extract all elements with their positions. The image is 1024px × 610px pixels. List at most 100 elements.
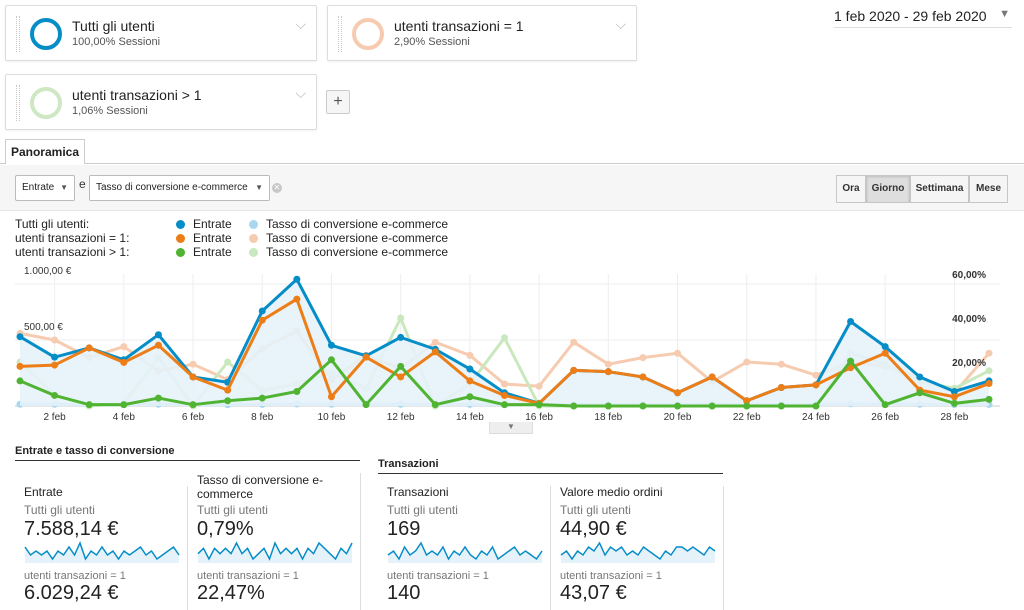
data-point-1-22 [777,384,785,392]
data-point-0-1 [51,353,59,361]
sparkline [24,540,180,563]
data-point-1-24 [847,364,855,372]
data-point-2-27 [950,399,958,407]
data-point-1-8 [293,295,301,303]
data-point-4-28 [985,349,993,357]
data-point-5-11 [397,314,405,322]
clear-metric-icon[interactable]: ✕ [272,183,282,193]
granularity-hour-button[interactable]: Ora [836,175,866,203]
x-tick-label: 16 feb [525,412,553,422]
data-point-4-18 [639,354,647,362]
data-point-1-10 [362,353,370,361]
data-point-4-17 [604,360,612,368]
data-point-2-5 [189,401,197,409]
data-point-2-10 [362,401,370,409]
chevron-down-icon[interactable]: ⌵ [295,16,306,32]
data-point-1-11 [397,373,405,381]
card-divider [187,486,188,610]
data-point-2-16 [570,402,578,410]
data-point-4-15 [535,382,543,390]
y-left-tick-label: 500,00 € [24,322,63,333]
x-tick-label: 18 feb [594,412,622,422]
data-point-0-24 [847,318,855,326]
data-point-1-1 [51,361,59,369]
chevron-down-icon[interactable]: ⌵ [295,85,306,101]
data-point-1-12 [431,348,439,356]
chevron-down-icon[interactable]: ⌵ [615,16,626,32]
data-point-0-27 [950,387,958,395]
data-point-0-9 [327,341,335,349]
metric-card-revenue[interactable]: Entrate Tutti gli utenti 7.588,14 € uten… [24,485,180,605]
segment-color-ring-icon [352,18,384,50]
segment-sessions: 2,90% Sessioni [394,36,470,48]
sparkline [560,541,716,563]
data-point-1-7 [258,316,266,324]
metric-card-conversion-rate[interactable]: Tasso di conversione e-commerce Tutti gl… [197,473,353,605]
segment-color-ring-icon [30,87,62,119]
metric-name: Tasso di conversione e-commerce [197,473,324,501]
data-point-2-4 [154,394,162,402]
granularity-month-button[interactable]: Mese [969,175,1008,203]
data-point-2-18 [639,402,647,410]
primary-metric-select[interactable]: Entrate ▼ [15,175,75,201]
data-point-2-24 [847,357,855,365]
tab-bar-divider [0,163,1024,164]
data-point-2-22 [777,402,785,410]
metric-segment-label: Tutti gli utenti [560,503,631,517]
legend-dot-icon [249,234,258,243]
metric-card-avg-order-value[interactable]: Valore medio ordini Tutti gli utenti 44,… [560,485,716,605]
legend-metric-label: Entrate [193,231,232,245]
data-point-2-25 [881,401,889,409]
sparkline-area [198,543,352,563]
x-tick-label: 2 feb [43,412,66,422]
data-point-1-19 [674,389,682,397]
data-point-1-0 [16,362,24,370]
date-range-picker[interactable]: 1 feb 2020 - 29 feb 2020 ▼ [834,4,1012,28]
data-point-5-6 [224,358,232,366]
legend-metric-label: Entrate [193,245,232,259]
section-title-revenue: Entrate e tasso di conversione [15,445,360,461]
metric-segment-label: Tutti gli utenti [387,503,458,517]
data-point-2-1 [51,391,59,399]
expand-chart-icon[interactable]: ▼ [489,422,533,434]
data-point-2-11 [397,362,405,370]
data-point-5-14 [501,334,508,342]
tab-panoramica[interactable]: Panoramica [5,139,85,164]
drag-handle-icon[interactable] [16,16,20,52]
data-point-4-23 [812,371,820,379]
x-tick-label: 20 feb [664,412,692,422]
data-point-0-8 [293,275,301,283]
data-point-2-14 [501,401,508,409]
data-point-1-18 [639,373,647,381]
caret-down-icon: ▼ [60,183,68,192]
add-segment-button[interactable]: + [326,90,350,114]
x-tick-label: 6 feb [182,412,205,422]
x-tick-label: 26 feb [871,412,899,422]
metric-segment-label: utenti transazioni = 1 [197,570,299,582]
x-tick-label: 10 feb [318,412,346,422]
drag-handle-icon[interactable] [16,85,20,121]
x-tick-label: 24 feb [802,412,830,422]
metric-value: 169 [387,518,421,540]
legend-dot-icon [176,234,185,243]
data-point-4-5 [189,360,197,368]
segment-card-multi-transactions[interactable]: utenti transazioni > 1 1,06% Sessioni ⌵ [5,74,317,130]
metric-card-transactions[interactable]: Transazioni Tutti gli utenti 169 utenti … [387,485,543,605]
metric-value: 6.029,24 € [24,582,119,604]
secondary-metric-select[interactable]: Tasso di conversione e-commerce ▼ [89,175,270,201]
segment-card-one-transaction[interactable]: utenti transazioni = 1 2,90% Sessioni ⌵ [327,5,637,61]
drag-handle-icon[interactable] [338,16,342,52]
granularity-day-button[interactable]: Giorno [866,175,910,203]
sparkline-line [387,541,543,561]
legend-metric-label: Tasso di conversione e-commerce [266,231,449,245]
data-point-2-19 [674,402,682,410]
data-point-0-4 [154,331,162,339]
segment-card-all-users[interactable]: Tutti gli utenti 100,00% Sessioni ⌵ [5,5,317,61]
legend-dot-icon [249,248,258,257]
metric-name: Transazioni [387,485,449,499]
legend-dot-icon [249,220,258,229]
revenue-conversion-chart[interactable]: 1.000,00 € 500,00 € 60,00% 40,00% 20,00% 2 fe… [0,262,1024,422]
granularity-week-button[interactable]: Settimana [910,175,969,203]
data-point-2-3 [120,401,128,409]
data-point-1-25 [881,349,889,357]
